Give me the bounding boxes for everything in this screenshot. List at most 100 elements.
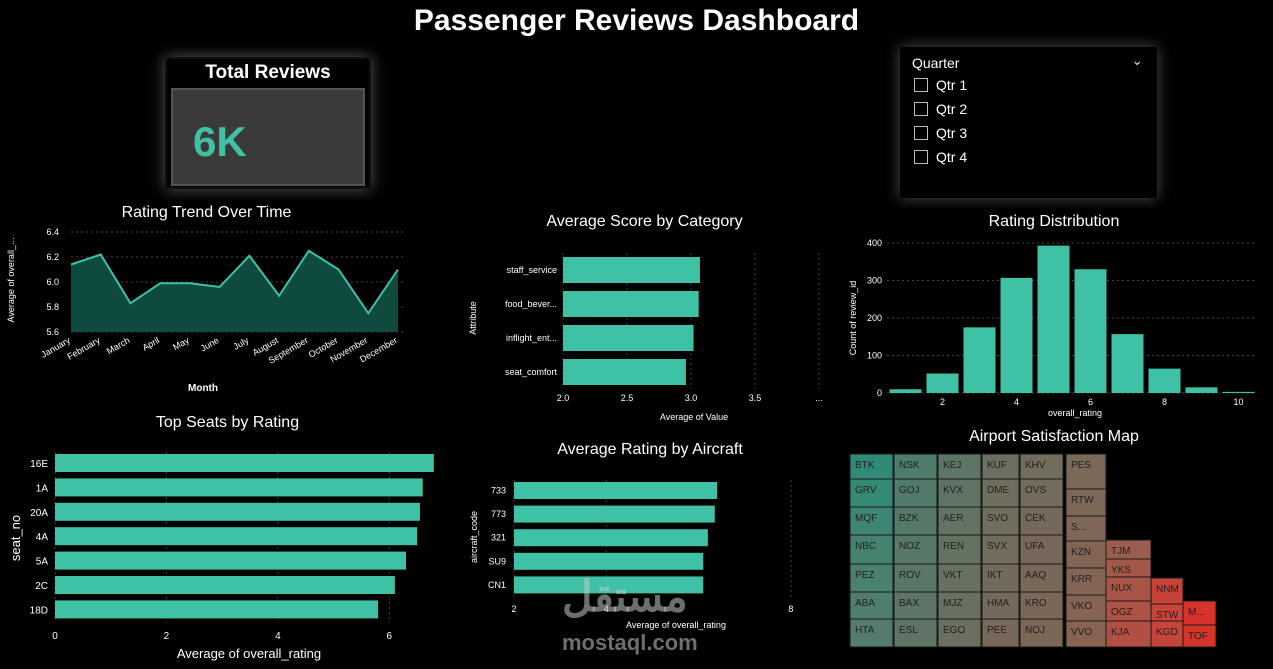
bar: [514, 529, 708, 547]
treemap-label: PEZ: [855, 570, 874, 581]
treemap-tile: [1019, 563, 1064, 593]
slicer-item-qtr1[interactable]: Qtr 1: [914, 74, 1142, 96]
slicer-title: Quarter: [912, 55, 960, 71]
bar: [1111, 334, 1144, 393]
bar: [55, 502, 420, 521]
kpi-box: 6K: [171, 88, 365, 186]
x-tick-label: 3.5: [749, 393, 762, 403]
y-tick-label: 16E: [30, 459, 48, 470]
bar: [926, 373, 959, 393]
x-tick-label: June: [199, 335, 221, 353]
bar: [1148, 368, 1181, 393]
chart-title: Rating Trend Over Time: [121, 204, 292, 221]
bar: [563, 359, 686, 385]
y-tick-label: 2C: [35, 581, 48, 592]
treemap-label: OGZ: [1111, 607, 1133, 618]
treemap-label: SVO: [987, 513, 1008, 524]
treemap-tile: [937, 534, 982, 565]
rating-distribution-chart: overall_rating Count of review_id 0 100 20…: [848, 238, 1257, 418]
treemap-label: UFA: [1025, 541, 1045, 552]
treemap-tile: [981, 591, 1020, 620]
kpi-value: 6K: [193, 118, 247, 165]
treemap-label: AAQ: [1025, 570, 1046, 581]
top-seats-visual[interactable]: Top Seats by Rating Average of overall_r…: [5, 410, 450, 662]
treemap-tile: [1150, 577, 1184, 605]
y-tick-label: 773: [491, 509, 506, 519]
total-reviews-card[interactable]: Total Reviews 6K: [165, 57, 371, 189]
treemap-label: VKO: [1071, 601, 1092, 612]
treemap-tile: [1019, 506, 1064, 536]
y-tick-label: 400: [867, 238, 882, 248]
treemap-tile: [849, 478, 894, 508]
area-fill: [71, 250, 398, 332]
y-tick-label: 6.4: [46, 227, 59, 237]
treemap-label: KRR: [1071, 574, 1092, 585]
treemap-label: RTW: [1071, 495, 1094, 506]
category-score-visual[interactable]: Average Score by Category Average of Val…: [462, 208, 827, 426]
treemap-label: TOF: [1188, 631, 1208, 642]
treemap-tile: [1065, 620, 1107, 648]
chart-title: Top Seats by Rating: [155, 414, 300, 431]
slicer-item-qtr3[interactable]: Qtr 3: [914, 122, 1142, 144]
y-tick-label: 100: [867, 351, 882, 361]
checkbox[interactable]: [914, 102, 928, 116]
treemap-label: KGD: [1156, 627, 1178, 638]
x-tick-label: 6: [387, 631, 393, 642]
treemap-label: HMA: [987, 598, 1010, 609]
x-tick-label: 4: [1014, 397, 1019, 407]
slicer-item-qtr4[interactable]: Qtr 4: [914, 146, 1142, 168]
x-axis-label: Average of overall_rating: [626, 620, 726, 630]
bar: [514, 552, 704, 570]
treemap-tile: [937, 506, 982, 536]
rating-trend-visual[interactable]: Rating Trend Over Time Month Average of …: [5, 200, 408, 400]
treemap-label: ESL: [899, 625, 918, 636]
treemap-label: TJM: [1111, 546, 1130, 557]
checkbox[interactable]: [914, 126, 928, 140]
treemap-label: AER: [943, 513, 964, 524]
category-score-chart: Average of Value Attribute 2.0 2.5 3.0 3.5.…: [468, 253, 823, 422]
slicer-item-label: Qtr 4: [936, 149, 968, 165]
treemap-tile: [1182, 624, 1217, 648]
treemap-tile: [1019, 478, 1064, 508]
treemap-label: VKT: [943, 570, 962, 581]
chevron-down-icon[interactable]: ⌄: [1131, 52, 1143, 68]
treemap-tile: [981, 534, 1020, 565]
x-tick-label: 4: [604, 604, 609, 614]
bar: [1074, 269, 1107, 393]
x-tick-label: 0: [52, 631, 58, 642]
y-tick-label: SU9: [488, 556, 506, 566]
treemap-tile: [893, 591, 938, 620]
treemap-label: NSK: [899, 460, 920, 471]
slicer-item-qtr2[interactable]: Qtr 2: [914, 98, 1142, 120]
treemap-label: KEJ: [943, 460, 961, 471]
quarter-slicer[interactable]: Quarter ⌄ Qtr 1 Qtr 2 Qtr 3 Qtr 4: [900, 47, 1157, 198]
bar: [1037, 245, 1070, 393]
treemap-label: MQF: [855, 513, 877, 524]
treemap-label: KUF: [987, 460, 1007, 471]
rating-distribution-visual[interactable]: Rating Distribution overall_rating Count…: [845, 208, 1263, 423]
treemap-tile: [849, 618, 894, 648]
treemap-tile: [849, 453, 894, 480]
checkbox[interactable]: [914, 78, 928, 92]
treemap-tile: [937, 563, 982, 593]
treemap-label: SVX: [987, 541, 1007, 552]
treemap-label: NNM: [1156, 584, 1179, 595]
y-tick-label: 5.8: [46, 302, 59, 312]
aircraft-rating-visual[interactable]: Average Rating by Aircraft Average of ov…: [464, 437, 836, 632]
slicer-item-label: Qtr 1: [936, 77, 968, 93]
x-tick-label: 3.0: [685, 393, 698, 403]
x-tick-label: 2: [164, 631, 170, 642]
treemap-label: ABA: [855, 598, 875, 609]
bar: [514, 482, 718, 499]
checkbox[interactable]: [914, 150, 928, 164]
x-tick-label: May: [171, 335, 191, 352]
y-tick-label: 20A: [30, 508, 48, 519]
treemap-label: NOZ: [899, 541, 920, 552]
chart-title: Rating Distribution: [988, 213, 1120, 230]
treemap-label: STW: [1156, 610, 1179, 621]
airport-treemap-visual[interactable]: Airport Satisfaction Map BTK GRV MQF NBC PEZ…: [848, 425, 1260, 650]
y-tick-label: 0: [877, 388, 882, 398]
bar: [963, 327, 996, 393]
y-tick-label: 4A: [36, 532, 49, 543]
slicer-item-label: Qtr 2: [936, 101, 968, 117]
